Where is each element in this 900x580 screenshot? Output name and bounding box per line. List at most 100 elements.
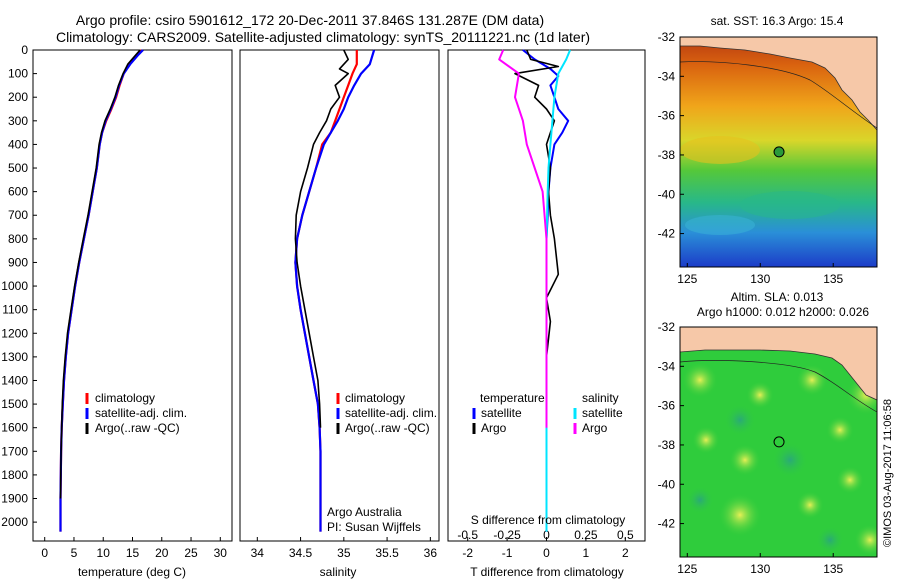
- sla-blob: [686, 486, 714, 514]
- difference-top-ticks: -0.5 -0.25 0 0.25 0.5: [457, 528, 634, 542]
- y-tick-label: 100: [8, 67, 28, 81]
- y-tick-label: 1500: [1, 397, 28, 411]
- y-tick-label: 1400: [1, 373, 28, 387]
- sla-isobath: [680, 360, 877, 413]
- sla-blob: [836, 466, 864, 494]
- sla-blob: [796, 491, 824, 519]
- difference-xticks: -2 -1 0 1 2: [462, 537, 629, 560]
- sst-warm-patch: [680, 136, 760, 164]
- header-line-2: Climatology: CARS2009. Satellite-adjuste…: [56, 29, 590, 45]
- sla-blob: [772, 442, 808, 478]
- y-tick-label: 700: [8, 208, 28, 222]
- x-tick-label: 1: [583, 546, 590, 560]
- map-y-tick-label: -40: [658, 187, 676, 201]
- x-tick-label: 25: [184, 546, 198, 560]
- sla-land: [680, 327, 877, 400]
- salinity-legend: climatology satellite-adj. clim. Argo(..…: [336, 391, 437, 435]
- map-y-tick-label: -36: [658, 109, 676, 123]
- series-argo-raw-qc-: [294, 49, 350, 428]
- sla-blob: [796, 364, 828, 396]
- x-tick-label: 35: [337, 546, 351, 560]
- difference-xlabel: T difference from climatology: [470, 565, 624, 579]
- legend-label-argo: Argo(..raw -QC): [95, 421, 180, 435]
- difference-legend: temperature satellite Argo salinity sate…: [472, 391, 623, 435]
- y-tick-label: 900: [8, 255, 28, 269]
- annotation-pi: PI: Susan Wijffels: [327, 520, 421, 534]
- y-tick-label: 200: [8, 90, 28, 104]
- sla-map: Altim. SLA: 0.013 Argo h1000: 0.012 h200…: [658, 290, 878, 576]
- sla-blob: [718, 493, 762, 537]
- legend-label-s-argo: Argo: [582, 421, 608, 435]
- sla-blob: [724, 404, 756, 436]
- map-y-tick-label: -38: [658, 148, 676, 162]
- map-x-tick-label: 130: [750, 272, 770, 286]
- legend-label-s-satellite: satellite: [582, 406, 623, 420]
- sla-map-subtitle: Argo h1000: 0.012 h2000: 0.026: [697, 305, 869, 319]
- sla-argo-marker: [773, 436, 785, 448]
- x-tick-label: 36: [424, 546, 438, 560]
- sla-blob: [746, 381, 774, 409]
- y-tick-label: 1100: [2, 303, 28, 317]
- legend-label-t-argo: Argo: [481, 421, 507, 435]
- sla-map-frame: [679, 326, 878, 558]
- sst-cool-patch: [740, 191, 840, 219]
- temperature-series: [59, 49, 144, 532]
- sla-blob: [826, 416, 854, 444]
- y-tick-label: 1900: [1, 492, 28, 506]
- map-x-tick-label: 135: [823, 562, 843, 576]
- temperature-panel: 0100200300400500600700800900100011001200…: [1, 43, 233, 579]
- y-tick-label: 1800: [1, 468, 28, 482]
- sla-blob: [816, 526, 844, 554]
- sst-coastline: [680, 45, 877, 131]
- legend-label-t-satellite: satellite: [481, 406, 522, 420]
- temperature-xticks: 0 5 10 15 20 25 30: [41, 537, 227, 560]
- legend-label-climatology: climatology: [95, 391, 155, 405]
- y-tick-label: 0: [21, 43, 28, 57]
- sst-land: [680, 37, 877, 130]
- legend-heading-temperature: temperature: [480, 391, 545, 405]
- map-y-tick-label: -42: [658, 517, 676, 531]
- top-tick-label: -0.25: [493, 528, 521, 542]
- legend-label-satellite: satellite-adj. clim.: [345, 406, 437, 420]
- y-tick-label: 1700: [1, 444, 28, 458]
- series-s-argo: [498, 49, 548, 428]
- temperature-xlabel: temperature (deg C): [78, 565, 186, 579]
- difference-series: [498, 49, 572, 532]
- x-tick-label: 34: [251, 546, 265, 560]
- salinity-series: [294, 49, 376, 532]
- x-tick-label: 5: [71, 546, 78, 560]
- top-tick-label: 0.25: [574, 528, 598, 542]
- x-tick-label: 35.5: [375, 546, 399, 560]
- legend-label-argo: Argo(..raw -QC): [345, 421, 430, 435]
- y-tick-label: 500: [8, 161, 28, 175]
- x-tick-label: 15: [126, 546, 140, 560]
- x-tick-label: -1: [502, 546, 513, 560]
- y-tick-label: 300: [8, 114, 28, 128]
- annotation-argo-australia: Argo Australia: [327, 505, 402, 519]
- sla-blob: [854, 524, 877, 556]
- x-tick-label: 0: [41, 546, 48, 560]
- x-tick-label: 10: [97, 546, 111, 560]
- salinity-panel: 34 34.5 35 35.5 36 climatology satellite-adj…: [239, 49, 440, 579]
- sst-map-ticks: 125 130 135 -32 -34 -36 -38 -40 -42: [658, 30, 844, 286]
- map-y-tick-label: -40: [658, 477, 676, 491]
- map-y-tick-label: -32: [658, 30, 676, 44]
- y-tick-label: 2000: [1, 515, 28, 529]
- sla-blob: [682, 362, 718, 398]
- series-climatology: [59, 49, 143, 532]
- top-tick-label: -0.5: [457, 528, 478, 542]
- sst-map-title: sat. SST: 16.3 Argo: 15.4: [711, 14, 844, 28]
- salinity-xlabel: salinity: [320, 565, 357, 579]
- sst-isobath: [680, 61, 877, 129]
- sla-coastline: [680, 349, 877, 401]
- sst-map-frame: [679, 36, 878, 268]
- sst-cool-patch-2: [685, 215, 755, 235]
- top-tick-label: 0.5: [617, 528, 634, 542]
- sst-argo-marker: [773, 146, 785, 158]
- sla-blob: [692, 426, 720, 454]
- map-y-tick-label: -34: [658, 359, 676, 373]
- y-tick-label: 1200: [1, 326, 28, 340]
- y-tick-label: 600: [8, 185, 28, 199]
- temperature-yticks: 0 100 200 300 400 500 600 700 800 900 1000 1100 1200…: [1, 43, 37, 529]
